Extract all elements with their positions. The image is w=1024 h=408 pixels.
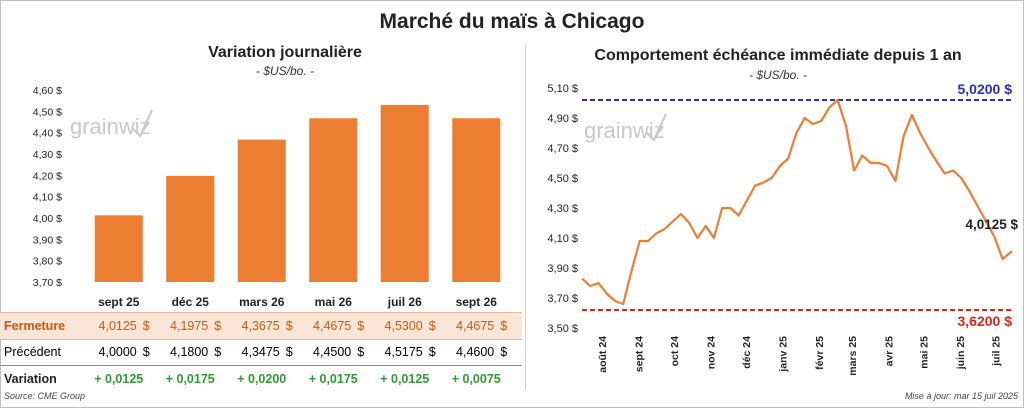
min-reference-label: 3,6200 $ xyxy=(958,313,1013,329)
main-title: Marché du maïs à Chicago xyxy=(379,10,645,33)
watermark-text: grainwiz xyxy=(584,118,665,143)
max-reference-label: 5,0200 $ xyxy=(958,81,1013,97)
left-chart-unit: - $US/bo. - xyxy=(255,64,315,78)
variation-value: + 0,0075 xyxy=(451,372,501,386)
y-tick-label: 4,30 $ xyxy=(33,149,62,161)
bar xyxy=(237,139,286,282)
y-tick-label: 3,70 $ xyxy=(33,277,62,289)
x-tick-label: juil 25 xyxy=(991,336,1003,367)
y-tick-label: 4,00 $ xyxy=(33,213,62,225)
x-tick-label: sept 25 xyxy=(98,295,140,309)
y-tick-label: 4,20 $ xyxy=(33,170,62,182)
currency-sign: $ xyxy=(357,319,365,333)
y-tick-label: 4,30 $ xyxy=(547,203,578,215)
fermeture-value: 4,4675 xyxy=(313,319,352,333)
variation-value: + 0,0175 xyxy=(308,372,358,386)
x-tick-label: sept 26 xyxy=(456,295,498,309)
currency-sign: $ xyxy=(428,345,436,359)
bar xyxy=(94,215,143,282)
fermeture-value: 4,1975 xyxy=(170,319,209,333)
currency-sign: $ xyxy=(214,345,222,359)
x-tick-label: févr 25 xyxy=(814,336,826,370)
watermark-logo: grainwiz xyxy=(584,113,667,143)
update-note: Mise à jour: mar 15 juil 2025 xyxy=(904,391,1018,401)
panel-divider xyxy=(525,44,526,390)
precedent-value: 4,0000 xyxy=(98,345,137,359)
row-variation: Variation + 0,0125 + 0,0175 + 0,0200 + 0,01… xyxy=(0,365,522,392)
precedent-value: 4,3475 xyxy=(241,345,280,359)
precedent-label: Précédent xyxy=(4,345,61,359)
currency-sign: $ xyxy=(285,345,293,359)
y-tick-label: 4,10 $ xyxy=(547,233,578,245)
currency-sign: $ xyxy=(500,345,508,359)
x-tick-label: mai 26 xyxy=(315,295,353,309)
precedent-value: 4,4500 xyxy=(313,345,352,359)
precedent-value: 4,4600 xyxy=(456,345,495,359)
currency-sign: $ xyxy=(142,319,150,333)
x-tick-label: oct 24 xyxy=(669,336,681,367)
y-tick-label: 3,80 $ xyxy=(33,256,62,268)
right-chart-unit: - $US/bo. - xyxy=(748,68,808,82)
row-fermeture: Fermeture 4,0125 $4,1975 $4,3675 $4,4675 $4,… xyxy=(0,312,522,340)
y-tick-label: 4,50 $ xyxy=(547,173,578,185)
currency-sign: $ xyxy=(500,319,508,333)
y-tick-label: 4,40 $ xyxy=(33,128,62,140)
watermark-mark xyxy=(645,113,667,142)
currency-sign: $ xyxy=(142,345,150,359)
row-precedent: Précédent 4,0000 $4,1800 $4,3475 $4,4500 $4,… xyxy=(0,339,522,365)
variation-value: + 0,0125 xyxy=(380,372,430,386)
y-tick-label: 5,10 $ xyxy=(547,83,578,95)
variation-label: Variation xyxy=(4,372,57,386)
x-tick-label: sept 24 xyxy=(634,336,646,372)
variation-value: + 0,0200 xyxy=(237,372,287,386)
y-tick-label: 4,70 $ xyxy=(547,143,578,155)
precedent-value: 4,5175 xyxy=(384,345,423,359)
y-tick-label: 4,10 $ xyxy=(33,192,62,204)
precedent-value: 4,1800 xyxy=(170,345,209,359)
currency-sign: $ xyxy=(214,319,222,333)
bar xyxy=(166,175,215,282)
bar xyxy=(309,118,358,282)
bar-chart: grainwiz 3,70 $ 3,80 $ 3,90 $ 4,00 $ 4,10 $ 4,… xyxy=(33,85,501,309)
last-value-label: 4,0125 $ xyxy=(965,217,1018,232)
y-tick-label: 3,70 $ xyxy=(547,293,578,305)
fermeture-label: Fermeture xyxy=(4,319,66,333)
variation-value: + 0,0175 xyxy=(165,372,215,386)
currency-sign: $ xyxy=(428,319,436,333)
right-chart-title: Comportement échéance immédiate depuis 1… xyxy=(594,47,962,64)
x-tick-label: août 24 xyxy=(597,336,609,373)
bar xyxy=(380,104,429,282)
watermark-mark xyxy=(131,109,153,138)
fermeture-value: 4,3675 xyxy=(241,319,280,333)
x-tick-label: mars 25 xyxy=(847,336,859,376)
fermeture-value: 4,0125 xyxy=(98,319,137,333)
x-tick-label: déc 25 xyxy=(172,295,210,309)
x-tick-label: déc 24 xyxy=(741,336,753,369)
bar xyxy=(452,118,501,282)
y-tick-label: 3,90 $ xyxy=(547,263,578,275)
fermeture-value: 4,5300 xyxy=(384,319,423,333)
watermark-text: grainwiz xyxy=(70,114,151,139)
y-tick-label: 3,50 $ xyxy=(547,323,578,335)
x-tick-label: mars 26 xyxy=(239,295,285,309)
x-tick-label: avr 25 xyxy=(883,336,895,367)
source-note: Source: CME Group xyxy=(4,391,86,401)
variation-value: + 0,0125 xyxy=(94,372,144,386)
watermark-logo: grainwiz xyxy=(70,109,153,139)
fermeture-value: 4,4675 xyxy=(456,319,495,333)
left-chart-title: Variation journalière xyxy=(208,44,362,61)
currency-sign: $ xyxy=(285,319,293,333)
price-line xyxy=(581,98,1013,306)
x-tick-label: juil 26 xyxy=(387,295,422,309)
line-chart: grainwiz 3,50 $ 3,70 $ 3,90 $ 4,10 $ 4,30 $ 4,… xyxy=(547,81,1018,376)
x-tick-label: janv 25 xyxy=(777,336,789,373)
y-tick-label: 4,90 $ xyxy=(547,113,578,125)
x-tick-label: mai 25 xyxy=(919,336,931,369)
x-tick-label: nov 24 xyxy=(705,336,717,369)
currency-sign: $ xyxy=(357,345,365,359)
y-tick-label: 4,60 $ xyxy=(33,85,62,97)
y-tick-label: 3,90 $ xyxy=(33,234,62,246)
y-tick-label: 4,50 $ xyxy=(33,106,62,118)
x-tick-label: juin 25 xyxy=(955,336,967,370)
